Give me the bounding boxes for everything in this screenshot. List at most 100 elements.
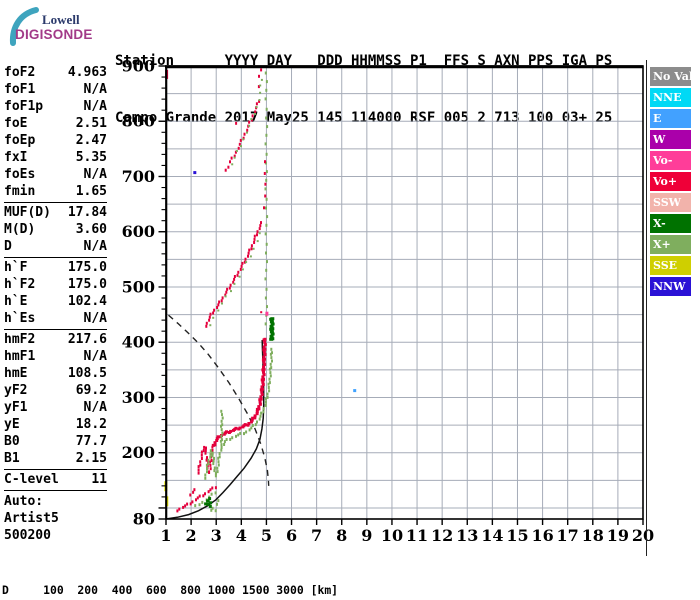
param-value: 175.0 — [67, 260, 107, 275]
param-value: N/A — [83, 400, 107, 415]
param-value: 11 — [91, 472, 107, 487]
legend-item-x+: X+ — [650, 235, 691, 254]
legend-item-vo-: Vo- — [650, 151, 691, 170]
svg-text:80: 80 — [133, 510, 155, 529]
param-row-foes: foEs N/A — [4, 167, 107, 184]
param-value: N/A — [83, 99, 107, 114]
param-row-hmf2: hmF2 217.6 — [4, 332, 107, 349]
distance-row: D 100 200 400 600 800 1000 1500 3000 [km… — [2, 583, 339, 598]
svg-text:4: 4 — [236, 526, 247, 545]
param-separator — [4, 257, 107, 258]
svg-text:400: 400 — [122, 333, 155, 352]
param-row-fof2: foF2 4.963 — [4, 65, 107, 82]
svg-text:8: 8 — [336, 526, 347, 545]
param-row-hmf1: hmF1 N/A — [4, 349, 107, 366]
param-separator — [4, 202, 107, 203]
svg-text:2: 2 — [186, 526, 197, 545]
legend-item-sse: SSE — [650, 256, 691, 275]
param-separator — [4, 469, 107, 470]
param-value: 77.7 — [75, 434, 107, 449]
param-label: h`Es — [4, 311, 36, 326]
svg-text:600: 600 — [122, 222, 155, 241]
param-label: yF1 — [4, 400, 28, 415]
svg-text:5: 5 — [261, 526, 272, 545]
svg-text:3: 3 — [211, 526, 222, 545]
param-value: N/A — [83, 349, 107, 364]
param-label: yE — [4, 417, 20, 432]
lowell-digisonde-logo: Lowell DIGISONDE — [6, 5, 110, 47]
header-line-values: Campo Grande 2017 May25 145 114000 RSF 0… — [115, 110, 613, 126]
param-row-he: h`E 102.4 — [4, 294, 107, 311]
param-label: C-level — [4, 472, 59, 487]
param-label: M(D) — [4, 222, 36, 237]
bottom-info-block: D 100 200 400 600 800 1000 1500 3000 [km… — [2, 557, 688, 600]
param-footer-line: 500200 — [4, 528, 51, 543]
logo-text-lowell: Lowell — [42, 12, 80, 27]
param-label: MUF(D) — [4, 205, 51, 220]
param-label: foF1p — [4, 99, 44, 114]
param-label: h`E — [4, 294, 28, 309]
param-row-fxi: fxI 5.35 — [4, 150, 107, 167]
param-label: foEs — [4, 167, 36, 182]
legend-divider-line — [646, 60, 647, 556]
param-footer-line: Artist5 — [4, 511, 59, 526]
param-value: 1.65 — [75, 184, 107, 199]
legend-item-nne: NNE — [650, 88, 691, 107]
param-row-fof1: foF1 N/A — [4, 82, 107, 99]
param-label: h`F — [4, 260, 28, 275]
param-row-ye: yE 18.2 — [4, 417, 107, 434]
svg-text:800: 800 — [122, 112, 155, 131]
param-row-md: M(D) 3.60 — [4, 222, 107, 239]
param-value: N/A — [83, 82, 107, 97]
svg-text:6: 6 — [286, 526, 297, 545]
param-value: 5.35 — [75, 150, 107, 165]
logo-arc-icon — [9, 7, 39, 46]
param-value: 3.60 — [75, 222, 107, 237]
param-label: foF1 — [4, 82, 36, 97]
svg-text:1: 1 — [160, 526, 171, 545]
svg-text:18: 18 — [582, 526, 604, 545]
svg-text:17: 17 — [557, 526, 579, 545]
param-separator — [4, 490, 107, 491]
param-row-yf2: yF2 69.2 — [4, 383, 107, 400]
svg-text:10: 10 — [381, 526, 403, 545]
svg-text:7: 7 — [311, 526, 322, 545]
legend-item-vo+: Vo+ — [650, 172, 691, 191]
param-value: 102.4 — [67, 294, 107, 309]
param-label: fxI — [4, 150, 28, 165]
svg-text:19: 19 — [607, 526, 629, 545]
param-label: foEp — [4, 133, 36, 148]
svg-text:15: 15 — [506, 526, 528, 545]
param-value: 175.0 — [67, 277, 107, 292]
param-row-d: D N/A — [4, 239, 107, 256]
legend-item-noval: No Val — [650, 67, 691, 86]
param-value: 2.51 — [75, 116, 107, 131]
param-value: 17.84 — [67, 205, 107, 220]
param-row-b0: B0 77.7 — [4, 434, 107, 451]
legend-item-x-: X- — [650, 214, 691, 233]
header-block: Station YYYY DAY DDD HHMMSS P1 FFS S AXN… — [115, 14, 612, 166]
svg-text:20: 20 — [632, 526, 654, 545]
param-label: yF2 — [4, 383, 28, 398]
svg-text:200: 200 — [122, 443, 155, 462]
header-line-labels: Station YYYY DAY DDD HHMMSS P1 FFS S AXN… — [115, 53, 613, 69]
legend-item-nnw: NNW — [650, 277, 691, 296]
param-row-yf1: yF1 N/A — [4, 400, 107, 417]
param-row-fof1p: foF1p N/A — [4, 99, 107, 116]
svg-text:13: 13 — [456, 526, 478, 545]
svg-text:900: 900 — [122, 57, 155, 76]
param-value: 69.2 — [75, 383, 107, 398]
svg-text:12: 12 — [431, 526, 453, 545]
param-row-hme: hmE 108.5 — [4, 366, 107, 383]
param-label: B1 — [4, 451, 20, 466]
param-label: h`F2 — [4, 277, 36, 292]
parameter-panel: foF2 4.963 foF1 N/A foF1p N/A foE 2.51 foEp 2.47 f… — [4, 65, 107, 544]
svg-text:9: 9 — [361, 526, 372, 545]
doppler-legend: No Val NNE E W Vo- Vo+ SSW X- X+ SSE NNW — [650, 67, 691, 298]
param-value: 2.47 — [75, 133, 107, 148]
param-row-foe: foE 2.51 — [4, 116, 107, 133]
svg-text:14: 14 — [481, 526, 503, 545]
param-separator — [4, 329, 107, 330]
param-label: hmF1 — [4, 349, 36, 364]
